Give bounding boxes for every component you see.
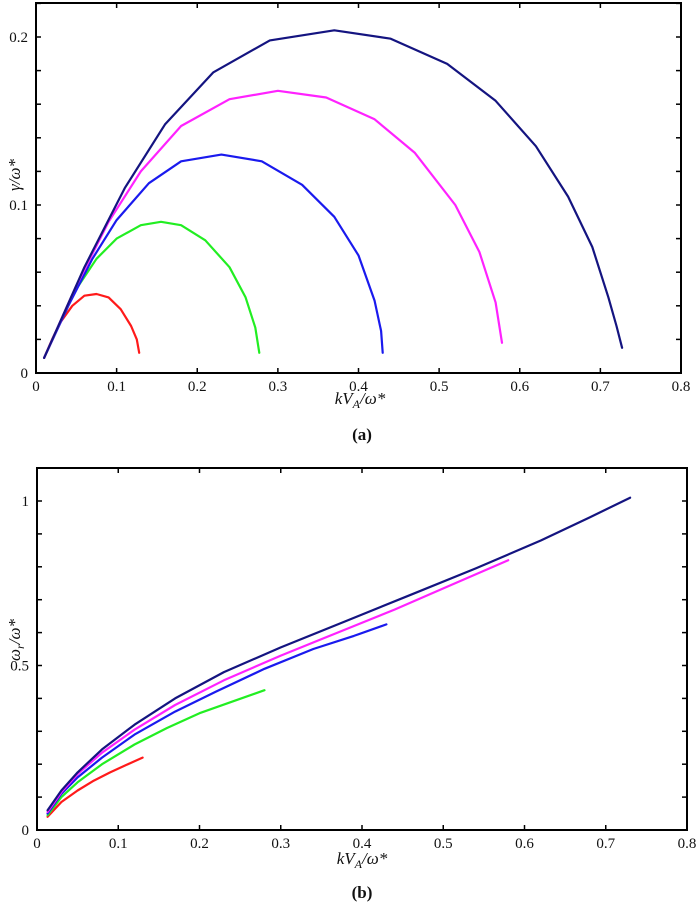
x-axis-label-a: kVA/ω* xyxy=(335,389,386,411)
curve-navy xyxy=(46,496,632,812)
x-tick-labels-b: 0 0.1 0.2 0.3 0.4 0.5 0.6 0.7 0.8 xyxy=(33,836,696,852)
y-tick-label: 0.2 xyxy=(9,30,28,46)
x-tick-labels-a: 0 0.1 0.2 0.3 0.4 0.5 0.6 0.7 0.8 xyxy=(32,379,690,395)
x-tick-label: 0.6 xyxy=(510,379,529,395)
plot-area-b xyxy=(36,467,688,831)
y-tick-labels-a: 0 0.1 0.2 xyxy=(9,30,28,382)
x-axis-label-b: kVA/ω* xyxy=(337,849,388,871)
ticks-b xyxy=(36,467,688,831)
y-tick-label: 0 xyxy=(21,366,29,382)
x-tick-label: 0.4 xyxy=(349,379,368,395)
plot-area-a xyxy=(35,2,682,374)
x-tick-label: 0 xyxy=(33,836,41,852)
x-tick-label: 0.2 xyxy=(190,836,209,852)
curve-magenta xyxy=(46,559,510,814)
curve-red xyxy=(46,756,144,818)
curve-magenta xyxy=(42,89,504,359)
x-tick-label: 0.4 xyxy=(353,836,372,852)
panel-a: 0 0.1 0.2 0.3 0.4 0.5 0.6 0.7 0.8 0 0.1 0.2 kVA/ω*… xyxy=(5,2,690,444)
curves-b xyxy=(46,496,632,818)
panel-label-b: (b) xyxy=(352,883,373,902)
panel-label-a: (a) xyxy=(352,425,372,444)
x-tick-label: 0.8 xyxy=(672,379,691,395)
x-tick-label: 0.6 xyxy=(515,836,534,852)
y-tick-label: 0.1 xyxy=(9,198,28,214)
curves-a xyxy=(42,29,624,359)
x-tick-label: 0.8 xyxy=(678,836,697,852)
y-axis-label-a: γ/ω* xyxy=(5,159,24,191)
y-tick-label: 0.5 xyxy=(10,659,29,675)
panel-b: 0 0.1 0.2 0.3 0.4 0.5 0.6 0.7 0.8 00.51 kVA/ω* ω… xyxy=(5,467,696,902)
y-tick-label: 1 xyxy=(22,494,30,510)
x-tick-label: 0.3 xyxy=(271,836,290,852)
y-tick-labels-b: 00.51 xyxy=(10,494,29,839)
x-tick-label: 0.5 xyxy=(434,836,453,852)
y-axis-label-b: ωr/ω* xyxy=(5,619,27,661)
curve-navy xyxy=(42,29,624,359)
x-tick-label: 0.1 xyxy=(107,379,126,395)
ticks-a xyxy=(35,2,682,374)
curve-green xyxy=(46,689,266,817)
x-tick-label: 0.3 xyxy=(269,379,288,395)
curve-blue xyxy=(42,153,384,359)
x-tick-label: 0.5 xyxy=(430,379,449,395)
curve-blue xyxy=(46,623,388,815)
y-tick-label: 0 xyxy=(22,823,30,839)
x-tick-label: 0.7 xyxy=(596,836,615,852)
x-tick-label: 0.7 xyxy=(591,379,610,395)
x-tick-label: 0 xyxy=(32,379,40,395)
x-tick-label: 0.1 xyxy=(109,836,128,852)
x-tick-label: 0.2 xyxy=(188,379,207,395)
